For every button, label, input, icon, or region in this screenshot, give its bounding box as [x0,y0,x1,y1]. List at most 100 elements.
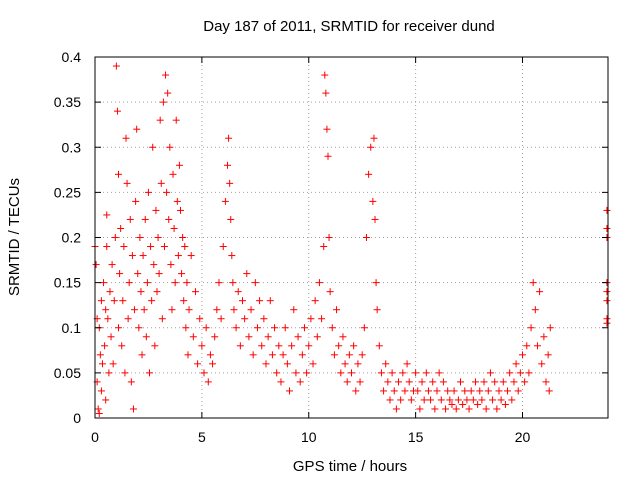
data-point [461,387,469,395]
data-point [305,342,313,350]
y-tick-label: 0.35 [54,94,81,110]
data-point [499,378,507,386]
data-point [170,224,178,232]
data-point [491,378,499,386]
y-tick-label: 0.4 [62,49,82,65]
data-point [444,387,452,395]
data-point [603,288,611,296]
data-point [173,197,181,205]
data-point [95,409,103,417]
data-point [175,161,183,169]
data-point [219,243,227,251]
data-point [388,369,396,377]
data-point [325,234,333,241]
data-point [108,261,116,269]
data-point [105,369,113,377]
data-point [117,224,125,232]
data-point [493,405,501,413]
data-point [236,342,244,350]
data-point [213,306,221,314]
data-point [318,315,326,323]
data-point [102,396,110,404]
y-tick-label: 0.2 [62,230,82,246]
data-point [427,396,435,404]
data-point [266,297,274,305]
data-point [371,215,379,223]
data-point [277,378,285,386]
data-point [459,400,467,408]
data-point [163,188,171,196]
data-point [333,306,341,314]
data-point [350,342,358,350]
data-point [118,342,126,350]
data-point [546,324,554,332]
y-tick-labels: 0 0.05 0.1 0.15 0.2 0.25 0.3 0.35 0.4 [54,49,81,426]
data-point [106,288,114,296]
data-point [435,369,443,377]
data-point [271,324,279,332]
data-point [343,378,351,386]
data-point [465,405,473,413]
data-point [510,378,518,386]
data-point [424,387,432,395]
data-point [446,396,454,404]
data-point [512,360,520,368]
data-point [168,306,176,314]
data-point [288,342,296,350]
y-tick-label: 0.25 [54,184,81,200]
data-point [603,319,611,327]
data-point [184,351,192,359]
data-point [260,315,268,323]
data-point [320,243,328,251]
data-point [98,360,106,368]
data-point [452,405,460,413]
data-point [160,243,168,251]
data-point [407,396,415,404]
data-point [152,206,160,214]
data-point [202,324,210,332]
data-point [386,396,394,404]
data-point [454,396,462,404]
data-point [401,387,409,395]
data-point [365,170,373,178]
data-point [155,270,163,278]
data-point [245,333,253,341]
data-point [538,360,546,368]
data-point [111,234,119,241]
data-point [369,197,377,205]
data-point [140,306,148,314]
data-point [187,252,195,260]
data-point [211,333,219,341]
data-point [542,378,550,386]
data-point [403,360,411,368]
chart-title: Day 187 of 2011, SRMTID for receiver dun… [203,18,495,35]
data-point [290,306,298,314]
data-point [372,279,380,287]
data-point [103,211,111,219]
y-tick-label: 0.05 [54,365,81,381]
x-tick-labels: 0 5 10 15 20 [91,429,530,445]
data-point [514,387,522,395]
data-point [154,234,162,241]
data-point [148,297,156,305]
data-point [206,351,214,359]
grid [95,57,608,418]
data-point [405,378,413,386]
data-point [144,188,152,196]
axis-ticks [94,56,608,419]
data-point [147,243,155,251]
data-point [138,351,146,359]
data-point [313,333,321,341]
data-point [179,234,187,241]
data-point [110,297,118,305]
data-point [159,98,167,106]
data-point [495,387,503,395]
data-point [189,333,197,341]
data-point [127,378,135,386]
data-point [540,333,548,341]
data-point [309,360,317,368]
data-point [294,333,302,341]
data-point [194,360,202,368]
data-point [116,270,124,278]
data-point [377,369,385,377]
